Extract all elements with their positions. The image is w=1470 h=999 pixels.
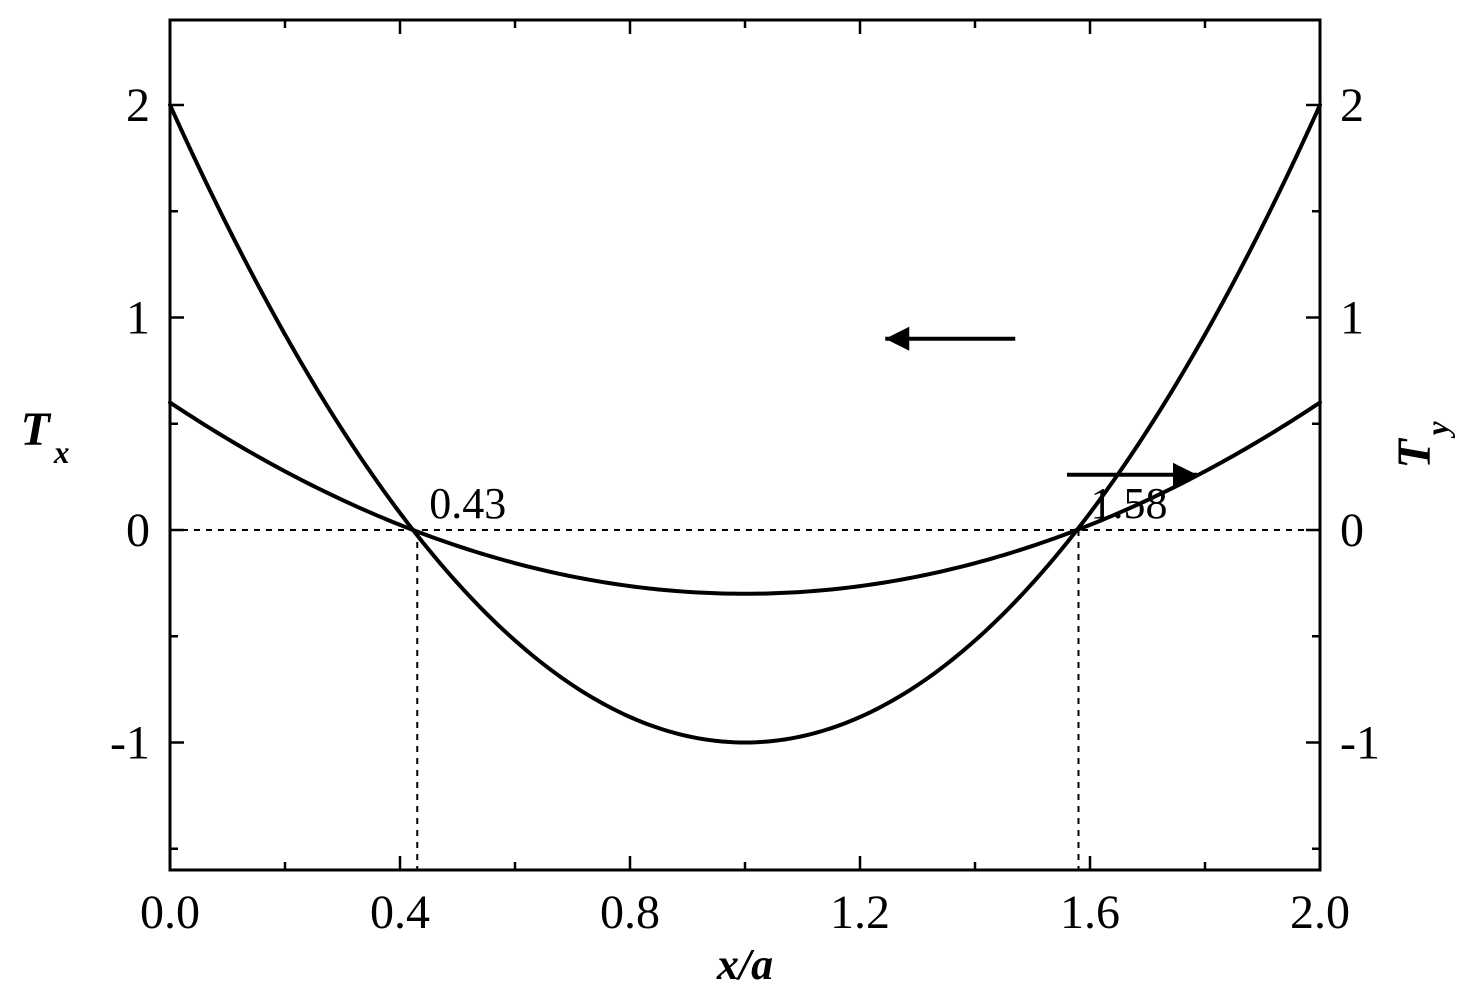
y-left-tick-label: 1 xyxy=(126,292,150,345)
chart-svg: 0.00.40.81.21.62.0-1012-1012x/aTxTy0.431… xyxy=(0,0,1470,999)
chart-container: 0.00.40.81.21.62.0-1012-1012x/aTxTy0.431… xyxy=(0,0,1470,999)
y-right-tick-label: -1 xyxy=(1340,717,1380,770)
y-right-tick-label: 0 xyxy=(1340,504,1364,557)
x-tick-label: 0.4 xyxy=(370,886,430,939)
y-right-tick-label: 2 xyxy=(1340,79,1364,132)
y-left-tick-label: 0 xyxy=(126,504,150,557)
x-tick-label: 0.0 xyxy=(140,886,200,939)
x-tick-label: 0.8 xyxy=(600,886,660,939)
y-left-tick-label: -1 xyxy=(110,717,150,770)
y-right-tick-label: 1 xyxy=(1340,292,1364,345)
y-left-tick-label: 2 xyxy=(126,79,150,132)
x-tick-label: 1.6 xyxy=(1060,886,1120,939)
x-tick-label: 1.2 xyxy=(830,886,890,939)
x-axis-label: x/a xyxy=(716,940,773,989)
x-tick-label: 2.0 xyxy=(1290,886,1350,939)
crossing-label: 0.43 xyxy=(429,479,506,528)
